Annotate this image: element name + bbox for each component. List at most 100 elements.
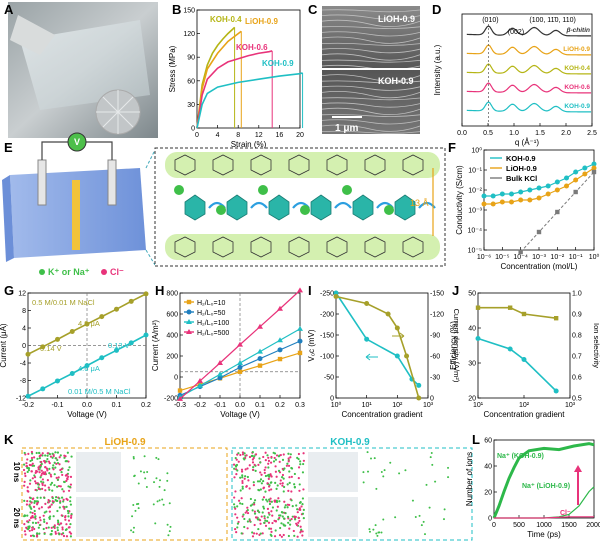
panel-k-ion-dot — [30, 456, 34, 460]
panel-k-ion-dot — [38, 454, 41, 458]
panel-d-series-label: KOH-0.4 — [564, 65, 590, 72]
panel-k-ion-dot — [31, 521, 35, 524]
panel-f-marker — [573, 177, 579, 183]
panel-k-permeated-ion — [422, 520, 425, 523]
panel-k-ion-dot — [293, 534, 296, 537]
panel-c-label-top: LiOH-0.9 — [378, 14, 415, 24]
panel-k-ion-dot — [258, 480, 261, 483]
panel-j-frame — [477, 292, 571, 399]
panel-e-chitin-ring — [402, 154, 424, 176]
panel-k-ion-dot — [36, 502, 39, 505]
panel-h-marker — [177, 388, 183, 393]
panel-k-ion-dot — [50, 503, 53, 506]
panel-k-ion-dot — [51, 500, 54, 503]
panel-k-ion-dot — [290, 517, 293, 521]
panel-j-selectivity-marker — [475, 305, 481, 310]
panel-k-permeated-ion — [134, 509, 137, 512]
panel-k-ion-dot — [57, 476, 60, 479]
panel-k-permeated-ion — [420, 524, 423, 527]
panel-k-ion-dot — [54, 532, 57, 535]
panel-h-xtick-label: 0.2 — [275, 402, 285, 409]
panel-h-marker — [197, 382, 203, 388]
panel-d-series-line — [466, 101, 592, 113]
panel-h-marker — [237, 364, 243, 370]
panel-k-ion-dot — [259, 488, 262, 491]
panel-k-ion-dot — [302, 459, 305, 462]
panel-k-ion-dot — [243, 452, 246, 455]
panel-k-ion-dot — [253, 501, 256, 504]
panel-k-ion-dot — [298, 501, 302, 504]
panel-g-ytick-label: 12 — [18, 291, 26, 298]
panel-k-time-2: 20 ns — [12, 508, 21, 529]
panel-k-ion-dot — [240, 470, 244, 473]
panel-k-permeated-ion — [367, 470, 370, 473]
panel-g-marker — [69, 329, 75, 334]
panel-l-xtick-label: 0 — [492, 522, 496, 529]
panel-k-permeated-ion — [398, 472, 401, 475]
panel-g-v1: 0.14 V — [40, 344, 62, 353]
panel-k-ion-dot — [293, 486, 296, 489]
panel-g-ytick-label: 4 — [22, 326, 26, 333]
panel-k-ion-dot — [263, 471, 266, 474]
panel-k-ion-dot — [27, 469, 31, 472]
panel-k-ion-dot — [275, 475, 278, 478]
panel-k-ion-dot — [241, 481, 244, 485]
panel-i-y2tick-label: -120 — [430, 312, 444, 319]
panel-k-ion-dot — [30, 458, 34, 462]
panel-k-ion-dot — [296, 524, 299, 527]
panel-k-ion-dot — [253, 499, 257, 502]
panel-k-ion-dot — [25, 462, 28, 465]
panel-k-permeated-ion — [132, 457, 135, 460]
panel-k-ion-dot — [26, 466, 29, 470]
panel-k-permeated-ion — [132, 504, 135, 507]
panel-k-ion-dot — [65, 535, 69, 538]
panel-k-ion-dot — [299, 525, 302, 528]
panel-k-ion-dot — [69, 500, 72, 503]
panel-f-ylabel: Conductivity (S/cm) — [455, 165, 464, 235]
panel-k-ion-dot — [61, 488, 64, 491]
panel-k-permeated-ion — [168, 502, 171, 505]
panel-k-ion-dot — [234, 456, 237, 460]
panel-k-ion-dot — [240, 497, 243, 500]
panel-g-v2: 0.13 V — [108, 341, 130, 350]
panel-k-ion-dot — [67, 512, 70, 515]
panel-k-ion-dot — [69, 496, 72, 499]
panel-k-ion-dot — [31, 526, 34, 529]
panel-k-ion-dot — [251, 461, 255, 464]
panel-k-ion-dot — [270, 500, 273, 503]
panel-i-ytick-label: -200 — [320, 312, 334, 319]
panel-d-series-line — [466, 82, 592, 94]
panel-k-ion-dot — [23, 480, 26, 483]
panel-i-current-line — [335, 295, 420, 399]
panel-g-bottom-series-label: 0.01 M/0.5 M NaCl — [68, 387, 131, 396]
panel-i-current-marker — [404, 353, 410, 359]
panel-k-ion-dot — [266, 516, 269, 519]
panel-g-chart: -0.2 -0.1 0.0 0.1 0.2 -12 -8 -4 0 4 8 12 Voltage (V)… — [0, 291, 151, 420]
panel-e-chitin-ring — [250, 236, 272, 258]
panel-k-ion-dot — [67, 489, 71, 492]
panel-k-ion-dot — [56, 526, 59, 529]
panel-k-ion-dot — [56, 451, 59, 454]
panel-d-xtick-label: 2.0 — [561, 130, 571, 137]
panel-i-ytick-label: 0 — [330, 396, 334, 403]
panel-g-marker — [25, 393, 31, 399]
panel-k-ion-dot — [43, 520, 46, 523]
panel-k-ion-dot — [240, 532, 243, 535]
panel-k-ion-dot — [257, 463, 260, 466]
panel-k-ion-dot — [299, 460, 302, 463]
panel-k-ion-dot — [243, 517, 246, 521]
panel-j-efficiency-marker — [521, 357, 527, 362]
panel-k-ion-dot — [283, 467, 286, 470]
panel-k-ion-dot — [58, 532, 61, 535]
panel-k-permeated-ion — [447, 476, 450, 479]
panel-k-ion-dot — [23, 530, 27, 533]
panel-k-permeated-ion — [366, 451, 369, 454]
panel-k-ion-dot — [236, 526, 239, 529]
panel-k-ion-dot — [274, 529, 277, 532]
panel-c-sem — [321, 6, 421, 134]
panel-k-membrane-block — [308, 452, 358, 492]
panel-h-xtick-label: 0.0 — [235, 402, 245, 409]
panel-k-ion-dot — [267, 466, 270, 469]
panel-j-ylabel: Efficiency (%) — [449, 321, 458, 370]
panel-b-ytick-label: 150 — [183, 8, 195, 15]
